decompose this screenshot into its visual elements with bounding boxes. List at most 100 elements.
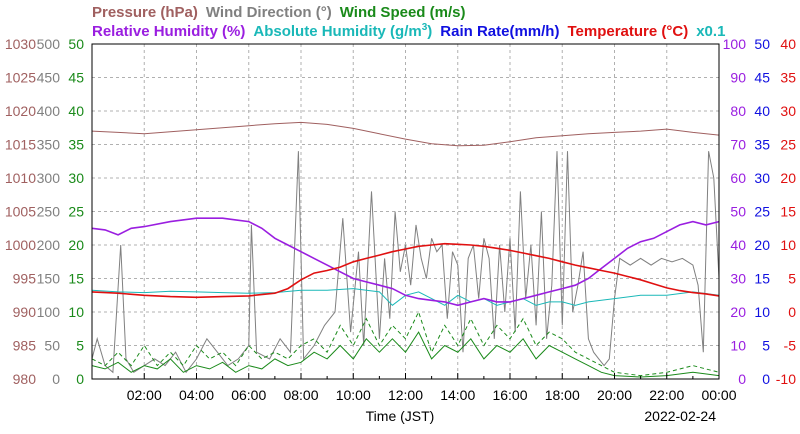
legend-entry: Relative Humidity (%) <box>92 23 245 40</box>
tick-label-relative_humidity: 40 <box>730 237 746 253</box>
tick-label-relative_humidity: 60 <box>730 170 746 186</box>
legend-entry: Temperature (°C) <box>567 23 688 40</box>
tick-label-wind_direction: 150 <box>37 271 61 287</box>
legend-tail: ) <box>427 23 432 40</box>
legend-entry: x0.1 <box>696 23 725 40</box>
tick-label-rain_rate: 0 <box>762 371 770 387</box>
tick-label-wind_direction: 50 <box>44 338 60 354</box>
legend-entry: Absolute Humidity (g/m <box>253 23 421 40</box>
tick-label-relative_humidity: 80 <box>730 103 746 119</box>
x-tick-label: 08:00 <box>283 387 318 403</box>
tick-label-wind_direction: 200 <box>37 237 61 253</box>
tick-label-temperature: -10 <box>776 371 796 387</box>
tick-label-pressure: 1005 <box>5 204 36 220</box>
tick-label-wind_direction: 250 <box>37 204 61 220</box>
tick-label-temperature: 40 <box>780 36 796 52</box>
tick-label-temperature: 15 <box>780 204 796 220</box>
tick-label-relative_humidity: 100 <box>723 36 747 52</box>
plot-grid <box>92 44 719 379</box>
tick-label-rain_rate: 35 <box>754 137 770 153</box>
x-tick-label: 22:00 <box>649 387 684 403</box>
tick-label-temperature: 35 <box>780 70 796 86</box>
x-tick-label: 12:00 <box>388 387 423 403</box>
tick-label-wind_direction: 0 <box>52 371 60 387</box>
tick-label-pressure: 1030 <box>5 36 36 52</box>
right-axes: 1009080706050403020100504540353025201510… <box>723 36 797 387</box>
tick-label-relative_humidity: 20 <box>730 304 746 320</box>
series-line-wind_direction <box>91 151 720 374</box>
tick-label-relative_humidity: 70 <box>730 137 746 153</box>
tick-label-pressure: 990 <box>13 304 37 320</box>
x-axis-ticks: 02:00 04:00 06:00 08:00 10:00 12:00 14:00 16:00… <box>117 373 737 403</box>
tick-label-relative_humidity: 30 <box>730 271 746 287</box>
legend-text: Pressure (hPa) Wind Direction (°) Wind Spe… <box>92 4 465 21</box>
tick-label-wind_direction: 400 <box>37 103 61 119</box>
tick-label-wind_direction: 100 <box>37 304 61 320</box>
tick-label-wind_speed: 40 <box>68 103 84 119</box>
series-line-wind_speed <box>91 310 720 377</box>
x-tick-label: 20:00 <box>597 387 632 403</box>
legend-row-2: Relative Humidity (%) Absolute Humidity (… <box>92 22 725 40</box>
series-line-relative_humidity <box>91 288 720 306</box>
x-tick-label: 04:00 <box>179 387 214 403</box>
legend-entry: Pressure (hPa) <box>92 4 198 21</box>
tick-label-rain_rate: 20 <box>754 237 770 253</box>
x-tick-label: 00:00 <box>701 387 736 403</box>
tick-label-rain_rate: 30 <box>754 170 770 186</box>
x-tick-label: 16:00 <box>492 387 527 403</box>
tick-label-wind_direction: 300 <box>37 170 61 186</box>
tick-label-temperature: 30 <box>780 103 796 119</box>
x-tick-label: 06:00 <box>231 387 266 403</box>
tick-label-wind_speed: 5 <box>76 338 84 354</box>
tick-label-rain_rate: 5 <box>762 338 770 354</box>
tick-label-pressure: 980 <box>13 371 37 387</box>
tick-label-temperature: 0 <box>788 304 796 320</box>
tick-label-rain_rate: 50 <box>754 36 770 52</box>
tick-label-pressure: 985 <box>13 338 37 354</box>
tick-label-pressure: 1000 <box>5 237 36 253</box>
tick-label-temperature: 20 <box>780 170 796 186</box>
tick-label-wind_direction: 450 <box>37 70 61 86</box>
series-line-pressure <box>91 121 720 147</box>
tick-label-pressure: 1015 <box>5 137 36 153</box>
tick-label-rain_rate: 10 <box>754 304 770 320</box>
tick-label-pressure: 1010 <box>5 170 36 186</box>
date-label: 2022-02-24 <box>644 408 716 424</box>
tick-label-relative_humidity: 0 <box>738 371 746 387</box>
legend-entry: Wind Direction (°) <box>206 4 332 21</box>
tick-label-wind_speed: 0 <box>76 371 84 387</box>
tick-label-wind_speed: 25 <box>68 204 84 220</box>
series-line-relative_humidity <box>91 217 720 307</box>
tick-label-temperature: 25 <box>780 137 796 153</box>
legend-sup: 3 <box>422 22 428 33</box>
tick-label-wind_speed: 10 <box>68 304 84 320</box>
tick-label-wind_direction: 350 <box>37 137 61 153</box>
tick-label-rain_rate: 40 <box>754 103 770 119</box>
legend-text: Relative Humidity (%) Absolute Humidity (… <box>92 22 725 40</box>
tick-label-rain_rate: 15 <box>754 271 770 287</box>
tick-label-wind_speed: 45 <box>68 70 84 86</box>
tick-label-wind_direction: 500 <box>37 36 61 52</box>
series-line-wind_speed <box>91 331 720 378</box>
tick-label-rain_rate: 25 <box>754 204 770 220</box>
tick-label-relative_humidity: 50 <box>730 204 746 220</box>
tick-label-wind_speed: 15 <box>68 271 84 287</box>
x-tick-label: 02:00 <box>127 387 162 403</box>
tick-label-pressure: 1025 <box>5 70 36 86</box>
left-axes: 1030102510201015101010051000995990985980… <box>5 36 84 387</box>
tick-label-pressure: 995 <box>13 271 37 287</box>
legend-entry: Rain Rate(mm/h) <box>440 23 559 40</box>
tick-label-wind_speed: 20 <box>68 237 84 253</box>
tick-label-temperature: -5 <box>784 338 797 354</box>
legend-entry: Wind Speed (m/s) <box>340 4 466 21</box>
tick-label-relative_humidity: 10 <box>730 338 746 354</box>
tick-label-wind_speed: 30 <box>68 170 84 186</box>
tick-label-temperature: 5 <box>788 271 796 287</box>
tick-label-wind_speed: 35 <box>68 137 84 153</box>
tick-label-rain_rate: 45 <box>754 70 770 86</box>
x-tick-label: 10:00 <box>336 387 371 403</box>
tick-label-pressure: 1020 <box>5 103 36 119</box>
series-line-temperature <box>91 242 720 299</box>
data-series <box>91 121 720 380</box>
